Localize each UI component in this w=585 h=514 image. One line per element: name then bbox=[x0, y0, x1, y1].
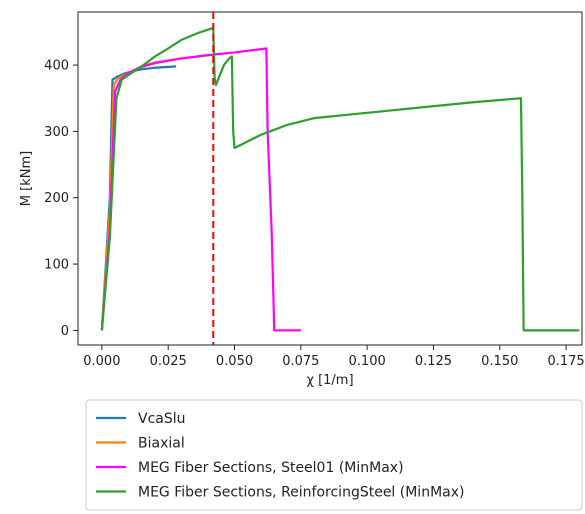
legend-box bbox=[85, 399, 583, 511]
series-line-1 bbox=[100, 53, 217, 331]
x-tick-label: 0.150 bbox=[481, 354, 518, 369]
plot-area: 0.000 0.025 0.050 0.075 0.100 0.125 0.150 0.175… bbox=[19, 11, 585, 388]
y-tick-label: 400 bbox=[44, 59, 69, 74]
series-line-2 bbox=[100, 47, 301, 332]
x-tick-label: 0.000 bbox=[83, 354, 120, 369]
legend-label-2: MEG Fiber Sections, Steel01 (MinMax) bbox=[138, 460, 404, 476]
series-line-3 bbox=[100, 26, 580, 332]
x-tick-label: 0.125 bbox=[415, 354, 452, 369]
legend-label-3: MEG Fiber Sections, ReinforcingSteel (Mi… bbox=[138, 485, 464, 501]
legend: VcaSlu Biaxial MEG Fiber Sections, Steel01… bbox=[85, 399, 583, 511]
x-tick-label: 0.025 bbox=[150, 354, 187, 369]
x-tick-label: 0.100 bbox=[349, 354, 386, 369]
y-tick-label: 200 bbox=[44, 191, 69, 206]
x-tick-label: 0.050 bbox=[216, 354, 253, 369]
plot-frame bbox=[77, 11, 583, 346]
legend-label-0: VcaSlu bbox=[138, 411, 186, 427]
legend-label-1: Biaxial bbox=[138, 436, 185, 452]
y-tick-label: 300 bbox=[44, 125, 69, 140]
x-tick-label: 0.175 bbox=[547, 354, 584, 369]
y-axis-label: M [kNm] bbox=[19, 151, 34, 206]
y-tick-label: 100 bbox=[44, 258, 69, 273]
y-tick-label: 0 bbox=[61, 324, 69, 339]
x-axis-label: χ [1/m] bbox=[306, 373, 353, 388]
x-tick-label: 0.075 bbox=[282, 354, 319, 369]
